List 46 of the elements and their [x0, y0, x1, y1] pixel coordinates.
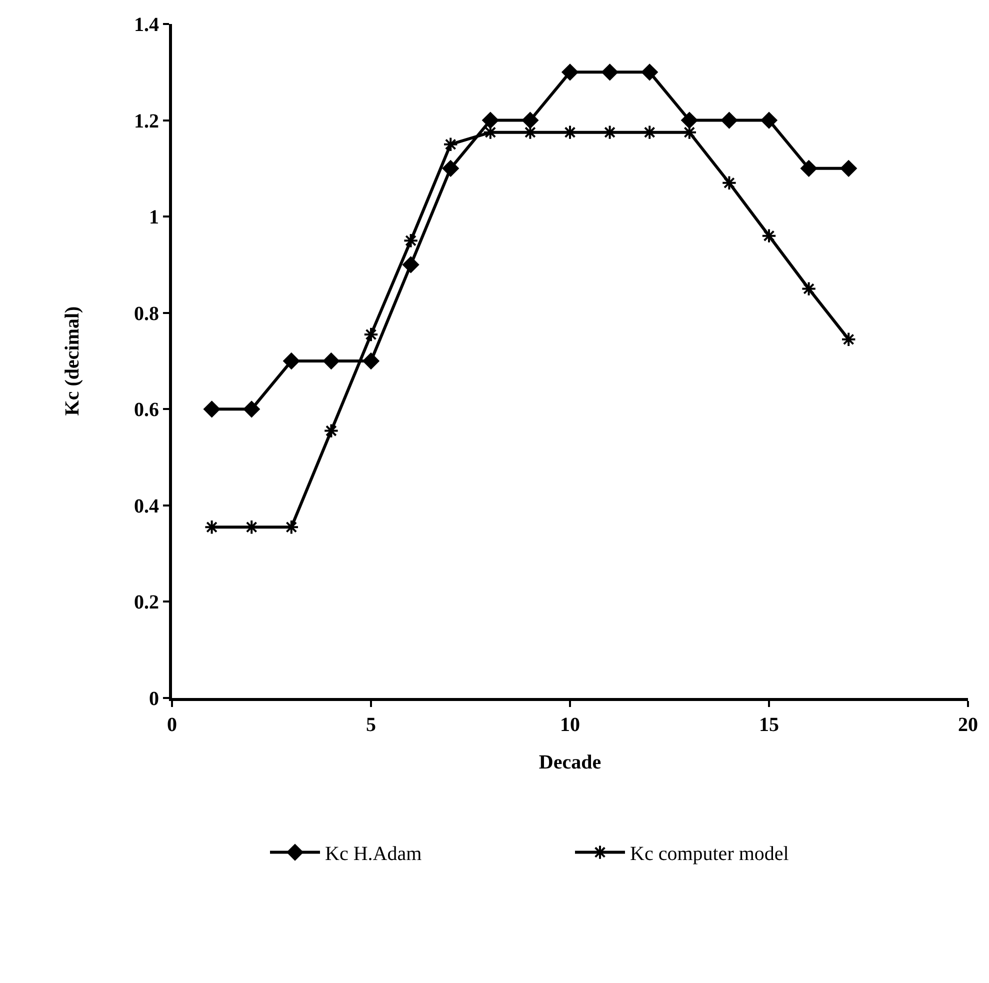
point	[760, 112, 778, 128]
y-tick-label: 0	[149, 688, 159, 710]
point	[761, 228, 777, 244]
point	[522, 124, 538, 140]
point	[363, 326, 379, 342]
point	[722, 175, 737, 190]
point	[402, 256, 419, 273]
point	[602, 64, 618, 80]
point	[283, 352, 300, 370]
point	[801, 281, 816, 296]
point	[324, 423, 339, 438]
point	[204, 400, 220, 418]
legend-label: Kc computer model	[630, 843, 790, 866]
point	[443, 136, 458, 152]
y-tick-label: 1.2	[134, 110, 159, 132]
legend-label: Kc H.Adam	[325, 843, 422, 866]
x-axis-title: Decade	[538, 752, 602, 774]
x-tick-label: 15	[759, 714, 779, 736]
point	[482, 124, 498, 140]
point	[522, 112, 538, 128]
point	[362, 352, 380, 370]
x-tick-label: 10	[560, 714, 580, 736]
point	[243, 400, 260, 418]
x-tick-label: 0	[167, 714, 177, 736]
point	[800, 160, 817, 177]
point	[602, 124, 618, 140]
y-tick-label: 0.2	[134, 592, 159, 614]
y-tick-label: 1	[149, 206, 159, 229]
point	[641, 64, 658, 80]
point	[840, 160, 857, 177]
x-tick-label: 5	[366, 714, 376, 736]
point	[721, 112, 738, 128]
y-tick-label: 1.4	[134, 14, 159, 36]
point	[562, 64, 578, 80]
point	[204, 519, 220, 535]
x-tick-label: 20	[958, 714, 978, 736]
y-tick-label: 0.4	[134, 495, 159, 518]
y-axis-title: Kc (decimal)	[62, 306, 84, 416]
point	[681, 112, 698, 128]
y-tick-label: 0.6	[134, 399, 159, 422]
point	[442, 160, 459, 177]
point	[841, 332, 856, 347]
point	[482, 112, 499, 128]
y-tick-label: 0.8	[134, 302, 159, 325]
point	[403, 233, 418, 248]
point	[323, 352, 340, 370]
